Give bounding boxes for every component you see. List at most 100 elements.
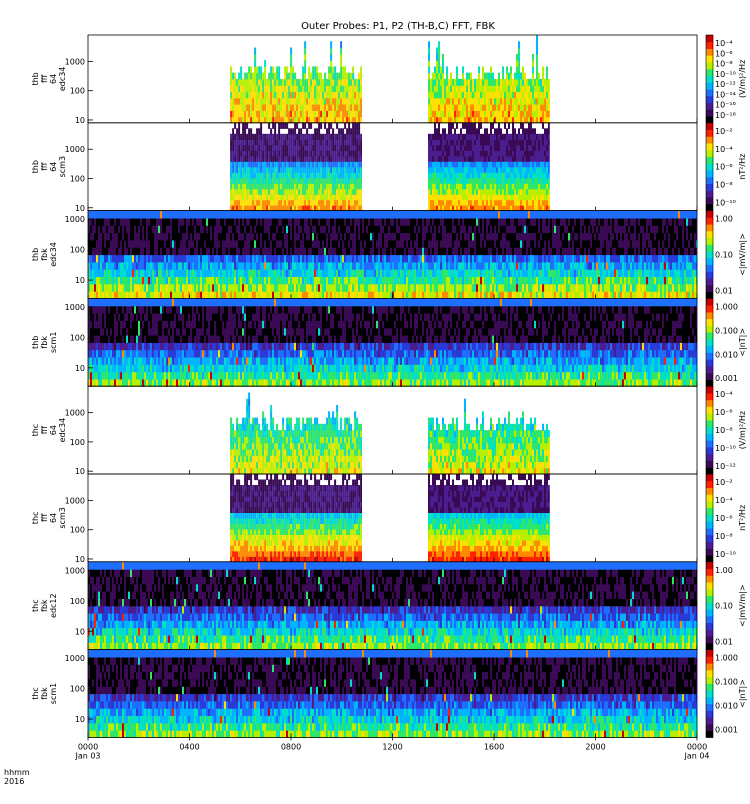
y-axis-label-line: scm3 [58, 156, 67, 177]
spectrogram-cell [112, 240, 114, 248]
spectrogram-cell [134, 247, 136, 255]
spectrogram-cell [504, 98, 506, 105]
spectrogram-cell [318, 200, 320, 206]
spectrogram-cell [500, 110, 502, 117]
spectrogram-cell [122, 225, 124, 233]
spectrogram-cell [268, 172, 270, 178]
spectrogram-cell [326, 218, 328, 226]
spectrogram-cell [530, 200, 532, 206]
spectrogram-cell [336, 247, 338, 255]
spectrogram-cell [142, 225, 144, 233]
spectrogram-cell [280, 150, 282, 156]
spectrogram-cell [320, 240, 322, 248]
spectrogram-cell [476, 156, 478, 162]
spectrogram-cell [468, 110, 470, 117]
spectrogram-cell [276, 284, 278, 292]
spectrogram-cell [254, 150, 256, 156]
spectrogram-cell [272, 269, 274, 277]
spectrogram-cell [264, 66, 266, 73]
spectrogram-cell [260, 73, 262, 80]
spectrogram-cell [194, 225, 196, 233]
spectrogram-cell [464, 98, 466, 105]
spectrogram-cell [446, 117, 448, 124]
spectrogram-cell [256, 150, 258, 156]
spectrogram-cell [236, 145, 238, 151]
spectrogram-cell [292, 247, 294, 255]
spectrogram-cell [290, 150, 292, 156]
spectrogram-cell [256, 110, 258, 117]
spectrogram-cell [166, 247, 168, 255]
spectrogram-cell [338, 134, 340, 140]
spectrogram-cell [188, 284, 190, 292]
spectrogram-cell [264, 161, 266, 167]
spectrogram-cell [136, 233, 138, 241]
spectrogram-cell [540, 167, 542, 173]
spectrogram-cell [456, 134, 458, 140]
spectrogram-cell [340, 161, 342, 167]
spectrogram-cell [238, 161, 240, 167]
spectrogram-cell [360, 269, 362, 277]
spectrogram-cell [268, 73, 270, 80]
spectrogram-cell [200, 240, 202, 248]
spectrogram-cell [96, 291, 98, 299]
spectrogram-cell [314, 98, 316, 105]
spectrogram-cell [292, 189, 294, 195]
spectrogram-cell [396, 233, 398, 241]
spectrogram-cell [338, 117, 340, 124]
spectrogram-cell [178, 211, 180, 219]
spectrogram-cell [250, 262, 252, 270]
spectrogram-cell [452, 139, 454, 145]
spectrogram-cell [546, 79, 548, 86]
spectrogram-cell [528, 189, 530, 195]
spectrogram-cell [468, 134, 470, 140]
spectrogram-cell [474, 110, 476, 117]
spectrogram-cell [298, 139, 300, 145]
spectrogram-cell [220, 284, 222, 292]
spectrogram-cell [368, 211, 370, 219]
spectrogram-cell [354, 139, 356, 145]
spectrogram-cell [296, 255, 298, 263]
spectrogram-cell [130, 225, 132, 233]
spectrogram-cell [392, 225, 394, 233]
spectrogram-cell [132, 291, 134, 299]
spectrogram-cell [302, 145, 304, 151]
spectrogram-cell [508, 110, 510, 117]
spectrogram-cell [284, 178, 286, 184]
spectrogram-cell [482, 73, 484, 80]
spectrogram-cell [238, 73, 240, 80]
spectrogram-cell [524, 139, 526, 145]
spectrogram-cell [244, 117, 246, 124]
spectrogram-cell [482, 79, 484, 86]
spectrogram-cell [296, 161, 298, 167]
spectrogram-cell [268, 123, 270, 129]
spectrogram-cell [326, 156, 328, 162]
spectrogram-cell [468, 156, 470, 162]
spectrogram-cell [330, 200, 332, 206]
spectrogram-cell [340, 269, 342, 277]
spectrogram-cell [226, 262, 228, 270]
spectrogram-cell [328, 73, 330, 80]
spectrogram-cell [400, 233, 402, 241]
spectrogram-cell [246, 183, 248, 189]
spectrogram-cell [294, 110, 296, 117]
spectrogram-cell [302, 240, 304, 248]
spectrogram-cell [244, 200, 246, 206]
spectrogram-cell [152, 276, 154, 284]
spectrogram-cell [328, 240, 330, 248]
spectrogram-cell [356, 183, 358, 189]
spectrogram-cell [504, 156, 506, 162]
spectrogram-cell [524, 200, 526, 206]
spectrogram-cell [330, 178, 332, 184]
spectrogram-cell [358, 150, 360, 156]
spectrogram-cell [372, 225, 374, 233]
spectrogram-cell [470, 194, 472, 200]
spectrogram-cell [518, 110, 520, 117]
colorbar-swatch [706, 62, 713, 69]
spectrogram-cell [346, 139, 348, 145]
spectrogram-cell [270, 194, 272, 200]
spectrogram-cell [474, 156, 476, 162]
spectrogram-cell [428, 41, 430, 48]
spectrogram-cell [352, 117, 354, 124]
spectrogram-cell [532, 183, 534, 189]
spectrogram-cell [248, 117, 250, 124]
